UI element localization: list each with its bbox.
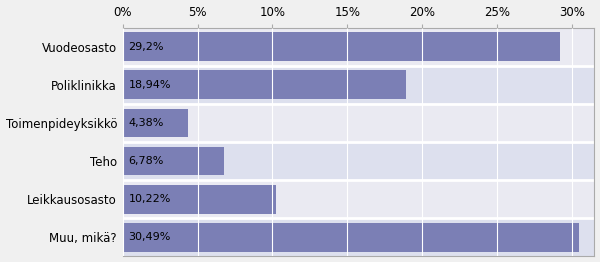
Bar [122, 185, 275, 214]
Bar [122, 147, 224, 175]
Bar [122, 142, 595, 180]
Text: 6,78%: 6,78% [128, 156, 164, 166]
Bar [122, 66, 595, 104]
Bar [122, 32, 560, 61]
Text: 29,2%: 29,2% [128, 42, 164, 52]
Bar [122, 28, 595, 66]
Text: 4,38%: 4,38% [128, 118, 164, 128]
Bar [122, 70, 406, 99]
Text: 10,22%: 10,22% [128, 194, 171, 204]
Bar [122, 104, 595, 142]
Bar [122, 223, 580, 252]
Text: 30,49%: 30,49% [128, 232, 171, 242]
Bar [122, 180, 595, 218]
Bar [122, 218, 595, 256]
Bar [122, 109, 188, 137]
Text: 18,94%: 18,94% [128, 80, 171, 90]
